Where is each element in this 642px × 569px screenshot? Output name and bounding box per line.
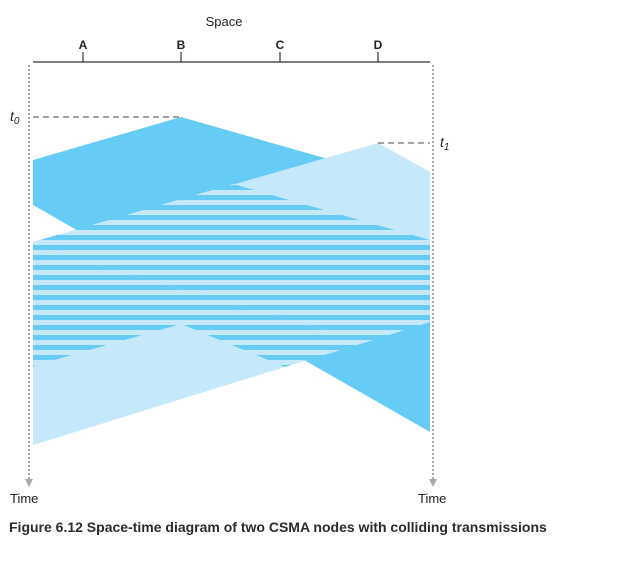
node-a-label: A: [79, 38, 88, 52]
node-b-label: B: [177, 38, 186, 52]
collision-region-lower: [33, 247, 367, 367]
time-label-right: Time: [418, 491, 446, 506]
t1-base: t: [440, 134, 445, 150]
time-axis-right-arrow: [429, 479, 437, 487]
t1-subscript: 1: [444, 142, 450, 153]
figure-caption: Figure 6.12 Space-time diagram of two CS…: [9, 519, 547, 535]
time-label-left: Time: [10, 491, 38, 506]
node-c-label: C: [276, 38, 285, 52]
node-d: D: [374, 38, 383, 62]
t1-label: t1: [440, 134, 449, 153]
collision-region: [33, 184, 430, 342]
node-b: B: [177, 38, 186, 62]
node-a: A: [79, 38, 88, 62]
time-axis-left-arrow: [25, 479, 33, 487]
node-d-label: D: [374, 38, 383, 52]
t0-base: t: [10, 108, 15, 124]
node-c: C: [276, 38, 285, 62]
space-axis-label: Space: [206, 14, 243, 29]
t0-subscript: 0: [14, 116, 20, 127]
t0-label: t0: [10, 108, 20, 127]
